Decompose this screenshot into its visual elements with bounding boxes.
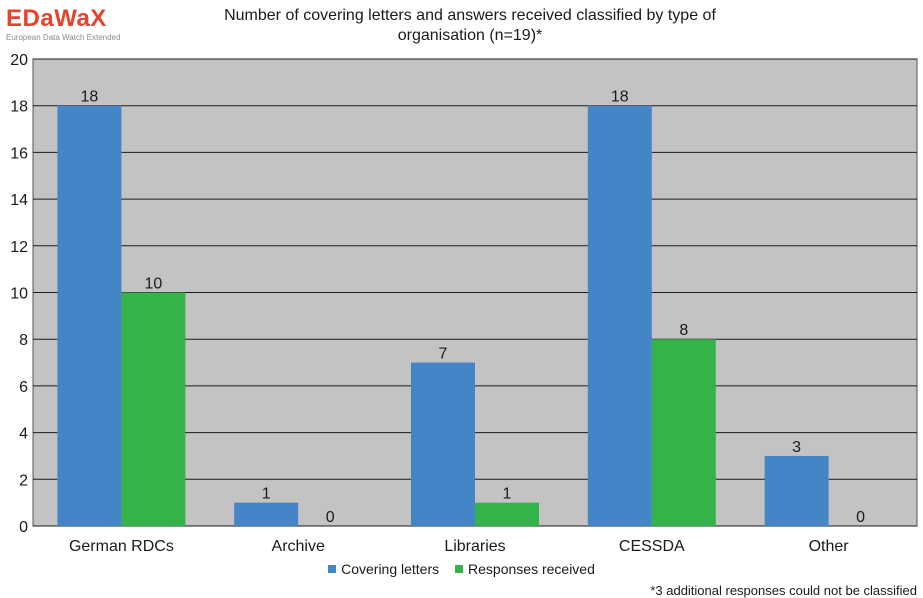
legend-label-responses-received: Responses received [468, 561, 595, 577]
y-tick-label: 18 [10, 99, 28, 116]
bar-german-rdcs-series-2 [121, 292, 186, 526]
legend-item-covering-letters: Covering letters [328, 561, 439, 577]
x-tick-label: CESSDA [619, 538, 685, 555]
x-tick-label: German RDCs [69, 538, 174, 555]
y-tick-label: 8 [19, 332, 28, 349]
bar-archive-series-1 [234, 502, 299, 526]
y-tick-label: 12 [10, 239, 28, 256]
y-tick-label: 14 [10, 192, 28, 209]
data-label-archive-series-2: 0 [326, 509, 335, 526]
bar-german-rdcs-series-1 [57, 105, 122, 526]
legend: Covering letters Responses received [0, 560, 923, 577]
y-tick-label: 20 [10, 52, 28, 69]
logo: EDaWaX European Data Watch Extended [6, 6, 176, 43]
data-label-cessda-series-2: 8 [679, 322, 688, 339]
chart-title: Number of covering letters and answers r… [224, 7, 716, 44]
legend-item-responses-received: Responses received [455, 561, 595, 577]
x-tick-label: Archive [272, 538, 325, 555]
data-label-other-series-2: 0 [856, 509, 865, 526]
data-label-german-rdcs-series-2: 10 [145, 276, 163, 293]
x-tick-label: Libraries [444, 538, 505, 555]
legend-swatch-responses-received [455, 565, 464, 573]
y-tick-label: 6 [19, 379, 28, 396]
bar-cessda-series-1 [587, 105, 652, 526]
bar-libraries-series-1 [411, 362, 475, 526]
data-label-cessda-series-1: 18 [611, 89, 629, 106]
y-tick-label: 2 [19, 472, 28, 489]
legend-label-covering-letters: Covering letters [341, 561, 440, 577]
footnote: *3 additional responses could not be cla… [650, 583, 917, 598]
y-tick-label: 0 [19, 519, 28, 536]
y-tick-label: 16 [10, 145, 28, 162]
legend-swatch-covering-letters [328, 565, 337, 573]
logo-tagline: European Data Watch Extended [6, 33, 121, 42]
data-label-libraries-series-2: 1 [503, 486, 512, 503]
data-label-other-series-1: 3 [792, 439, 801, 456]
bar-libraries-series-2 [475, 502, 539, 526]
data-label-archive-series-1: 1 [262, 486, 271, 503]
bar-other-series-1 [764, 455, 829, 526]
logo-wordmark: EDaWaX [6, 5, 107, 32]
y-tick-label: 4 [19, 426, 28, 443]
data-label-german-rdcs-series-1: 18 [81, 89, 99, 106]
x-tick-label: Other [809, 538, 850, 555]
y-tick-label: 10 [10, 286, 28, 303]
bar-cessda-series-2 [651, 339, 716, 526]
data-label-libraries-series-1: 7 [439, 346, 448, 363]
